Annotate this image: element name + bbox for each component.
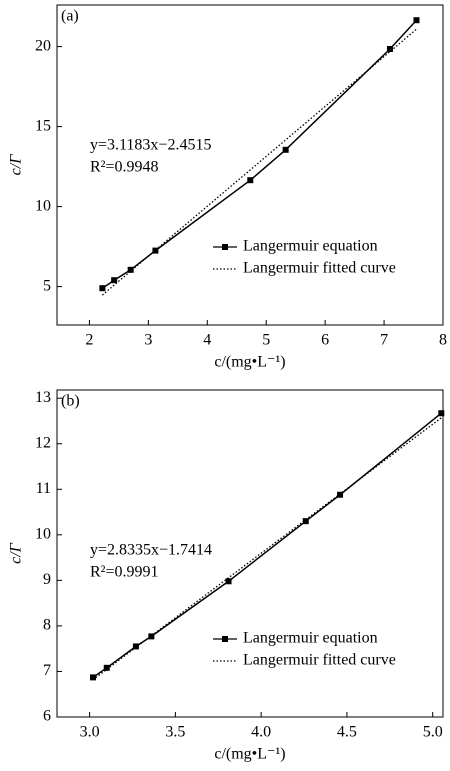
y-tick-label: 9 [43,571,51,588]
x-tick-label: 7 [380,332,388,349]
legend-label: Langermuir fitted curve [243,652,396,669]
y-axis-label: c/Γ [8,542,25,564]
x-tick-label: 4 [203,332,211,349]
x-tick-label: 3 [144,332,152,349]
x-axis-label: c/(mg•L⁻¹) [214,746,285,763]
data-point [148,633,155,640]
series-line [92,412,442,678]
fit-annotation: R²=0.9948 [90,159,159,176]
y-tick-label: 12 [35,434,51,451]
data-point [90,674,97,681]
y-axis-label: c/Γ [8,154,25,176]
data-point [103,664,110,671]
x-tick-label: 2 [85,332,93,349]
data-point [337,491,344,498]
data-point [99,285,106,292]
series-line [92,417,442,681]
y-tick-label: 20 [35,37,51,54]
panel-label: (a) [61,8,79,25]
legend-label: Langermuir equation [243,238,378,255]
data-point [225,578,232,585]
panel-label: (b) [61,393,80,410]
data-point [127,266,134,273]
x-axis-label: c/(mg•L⁻¹) [214,354,285,371]
fit-annotation: R²=0.9991 [90,564,159,581]
x-tick-label: 5 [262,332,270,349]
data-point [132,643,139,650]
fit-annotation: y=2.8335x−1.7414 [90,542,212,559]
data-point [111,277,118,284]
y-tick-label: 8 [43,617,51,634]
data-point [247,177,254,184]
data-point [282,146,289,153]
legend-marker [222,636,228,642]
legend-marker [222,244,228,250]
y-tick-label: 15 [35,117,51,134]
y-tick-label: 11 [36,480,51,497]
x-tick-label: 4.0 [251,724,271,741]
legend-label: Langermuir fitted curve [243,260,396,277]
x-tick-label: 3.0 [80,724,100,741]
x-tick-label: 8 [439,332,447,349]
plot-frame [56,389,444,718]
data-point [152,247,159,254]
x-tick-label: 3.5 [165,724,185,741]
data-point [386,46,393,52]
legend-label: Langermuir equation [243,630,378,647]
data-point [302,518,309,525]
y-tick-label: 10 [35,525,51,542]
plot-frame [56,4,444,326]
x-tick-label: 6 [321,332,329,349]
y-tick-label: 7 [43,662,51,679]
y-tick-label: 5 [43,277,51,294]
y-tick-label: 10 [35,197,51,214]
fit-annotation: y=3.1183x−2.4515 [90,137,211,154]
data-point [413,17,420,24]
x-tick-label: 5.0 [423,724,443,741]
data-point [438,410,445,417]
y-tick-label: 13 [35,389,51,406]
x-tick-label: 4.5 [337,724,357,741]
y-tick-label: 6 [43,708,51,725]
